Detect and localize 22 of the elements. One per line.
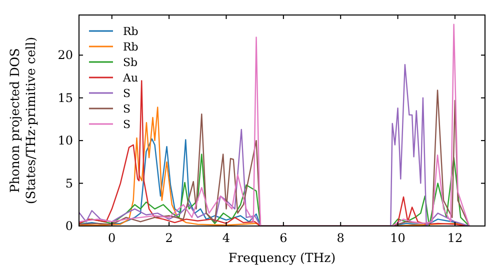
x-tick-label: 10	[390, 231, 406, 245]
x-tick-label: 8	[336, 231, 344, 245]
y-tick-label: 15	[58, 90, 73, 105]
x-tick-label: 6	[280, 231, 288, 245]
legend-label: S	[123, 87, 131, 100]
y-tick-label: 5	[65, 176, 73, 190]
legend-label: S	[123, 118, 131, 131]
legend-label: Au	[122, 72, 138, 84]
legend-label: S	[123, 102, 131, 116]
x-tick-label: 4	[222, 231, 230, 245]
legend-label: Rb	[123, 40, 138, 54]
y-tick-label: 20	[58, 48, 73, 62]
y-axis-title: Phonon projected DOS (States/THz·primitive cell)	[7, 36, 38, 204]
legend-label: Rb	[123, 25, 138, 38]
x-tick-label: 0	[108, 231, 116, 245]
y-tick-label: 10	[58, 134, 73, 148]
legend-label: Sb	[123, 56, 138, 69]
x-tick-label: 12	[447, 231, 463, 245]
x-axis-title: Frequency (THz)	[228, 250, 336, 265]
line-series	[79, 24, 470, 226]
y-tick-label: 0	[65, 219, 73, 233]
x-tick-label: 2	[165, 231, 173, 245]
